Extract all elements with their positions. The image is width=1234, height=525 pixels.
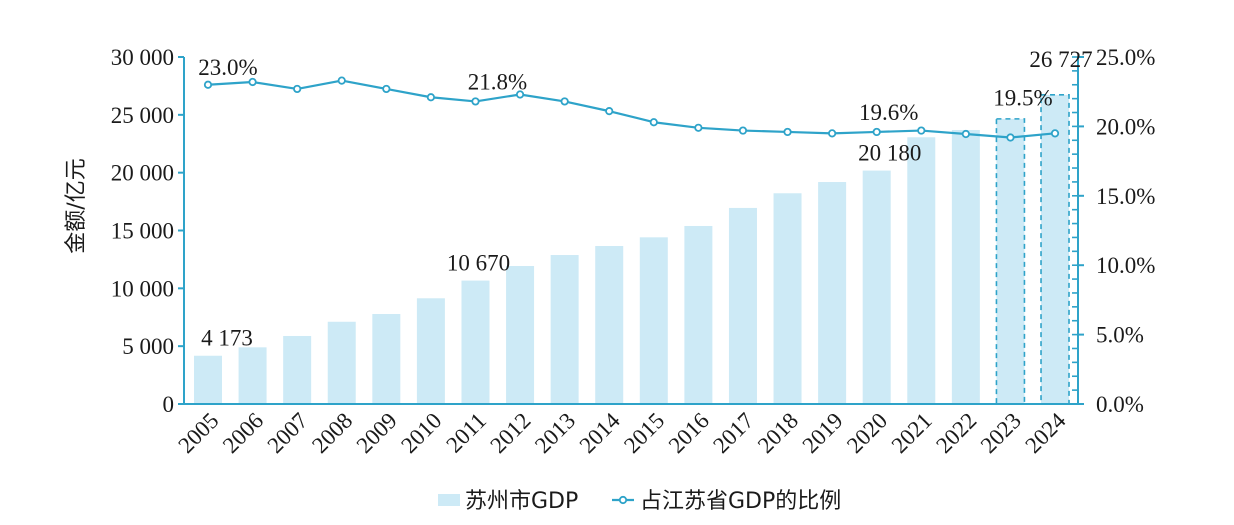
bar-2005 xyxy=(194,355,222,404)
ratio-point-2021 xyxy=(917,126,926,135)
y-axis-title: 金额/亿元 xyxy=(64,158,89,253)
bar-2011 xyxy=(461,280,490,404)
bar-2007 xyxy=(283,335,312,404)
y-tick-label-left: 30 000 xyxy=(111,45,174,70)
ratio-point-2022 xyxy=(961,129,970,139)
bar-2018 xyxy=(773,193,802,404)
ratio-point-2023 xyxy=(1006,133,1015,142)
legend-label-gdp: 苏州市GDP xyxy=(465,489,578,514)
y-tick-label-right: 25.0% xyxy=(1096,45,1155,70)
x-tick-label-2022: 2022 xyxy=(931,408,981,458)
bar-2012 xyxy=(506,266,535,404)
bar-value-label-2005: 4 173 xyxy=(201,326,253,351)
x-tick-label-2005: 2005 xyxy=(173,408,223,458)
bar-2006 xyxy=(238,347,267,404)
x-tick-label-2007: 2007 xyxy=(262,408,312,458)
bar-2015 xyxy=(639,237,668,404)
bar-2008 xyxy=(327,321,356,404)
ratio-value-label-2005: 23.0% xyxy=(198,55,257,80)
x-tick-label-2016: 2016 xyxy=(664,408,714,458)
x-tick-label-2014: 2014 xyxy=(575,408,626,459)
bar-2021 xyxy=(907,137,936,405)
y-tick-label-left: 20 000 xyxy=(111,161,174,186)
x-tick-label-2006: 2006 xyxy=(218,408,268,458)
y-tick-label-right: 0.0% xyxy=(1096,392,1144,417)
y-tick-label-right: 20.0% xyxy=(1096,114,1155,139)
x-tick-label-2015: 2015 xyxy=(619,408,669,458)
x-tick-label-2019: 2019 xyxy=(797,408,847,458)
x-tick-label-2017: 2017 xyxy=(708,408,758,458)
y-tick-label-right: 10.0% xyxy=(1096,253,1155,278)
legend: 苏州市GDP 占江苏省GDP的比例 xyxy=(438,489,841,514)
y-tick-label-right: 5.0% xyxy=(1096,323,1144,348)
bars-layer xyxy=(194,94,1070,405)
bar-2023 xyxy=(995,118,1026,405)
ratio-value-label-2011: 21.8% xyxy=(468,69,527,94)
ratio-point-2009 xyxy=(382,84,391,94)
x-tick-label-2024: 2024 xyxy=(1020,408,1071,459)
y-tick-label-left: 0 xyxy=(163,392,175,417)
bar-2019 xyxy=(818,182,847,404)
ratio-point-2014 xyxy=(605,107,614,116)
legend-swatch-bar xyxy=(438,494,460,506)
axes-layer xyxy=(183,57,1079,405)
bar-value-label-2011: 10 670 xyxy=(447,251,510,276)
bar-value-label-2024: 26 727 xyxy=(1029,47,1092,72)
x-tick-label-2009: 2009 xyxy=(352,408,402,458)
ratio-point-2019 xyxy=(828,129,837,138)
ratio-point-2020 xyxy=(872,127,881,137)
y-tick-label-left: 10 000 xyxy=(111,276,174,301)
bar-2010 xyxy=(416,298,445,404)
bar-2016 xyxy=(684,225,713,404)
ratio-value-label-2024: 19.5% xyxy=(993,85,1052,110)
bar-2014 xyxy=(595,245,624,404)
ratio-point-2008 xyxy=(337,76,346,85)
bar-2024 xyxy=(1040,94,1070,405)
x-tick-label-2012: 2012 xyxy=(485,408,535,458)
ratio-point-2011 xyxy=(471,97,480,106)
ratio-point-2017 xyxy=(738,126,748,135)
y-tick-label-left: 15 000 xyxy=(111,219,174,244)
labels-layer: 4 173 10 670 20 180 26 727 23.0% 21.8% 19.6% 19… xyxy=(198,47,1092,351)
x-tick-label-2021: 2021 xyxy=(887,408,937,458)
bar-2020 xyxy=(862,170,891,404)
ratio-point-2024 xyxy=(1050,129,1060,138)
ratio-point-2010 xyxy=(426,93,435,102)
ratio-point-2012 xyxy=(515,90,525,99)
bar-2017 xyxy=(728,207,757,404)
ratio-point-2006 xyxy=(248,77,257,87)
ratio-point-2015 xyxy=(649,118,658,127)
y-tick-label-left: 5 000 xyxy=(122,334,174,359)
x-tick-label-2020: 2020 xyxy=(842,408,892,458)
legend-label-ratio: 占江苏省GDP的比例 xyxy=(640,489,841,514)
bar-2013 xyxy=(550,255,579,404)
ratio-point-2018 xyxy=(783,127,792,137)
x-tick-label-2013: 2013 xyxy=(530,408,580,458)
bar-value-label-2020: 20 180 xyxy=(858,141,921,166)
ratio-line xyxy=(207,79,1056,139)
x-tick-label-2018: 2018 xyxy=(753,408,803,458)
ratio-point-2016 xyxy=(694,123,703,132)
y-tick-label-right: 15.0% xyxy=(1096,184,1155,209)
ratio-point-2013 xyxy=(560,97,569,106)
x-tick-label-2011: 2011 xyxy=(441,408,491,458)
bar-2022 xyxy=(951,129,980,405)
bar-2009 xyxy=(372,314,401,404)
ratio-value-label-2020: 19.6% xyxy=(859,100,918,125)
y-tick-label-left: 25 000 xyxy=(111,103,174,128)
ratio-point-2007 xyxy=(293,84,302,94)
x-tick-label-2010: 2010 xyxy=(396,408,446,458)
line-layer xyxy=(203,76,1060,142)
x-tick-label-2023: 2023 xyxy=(976,408,1026,458)
x-tick-label-2008: 2008 xyxy=(307,408,357,458)
ratio-point-2005 xyxy=(203,80,213,89)
legend-swatch-marker xyxy=(618,495,628,505)
